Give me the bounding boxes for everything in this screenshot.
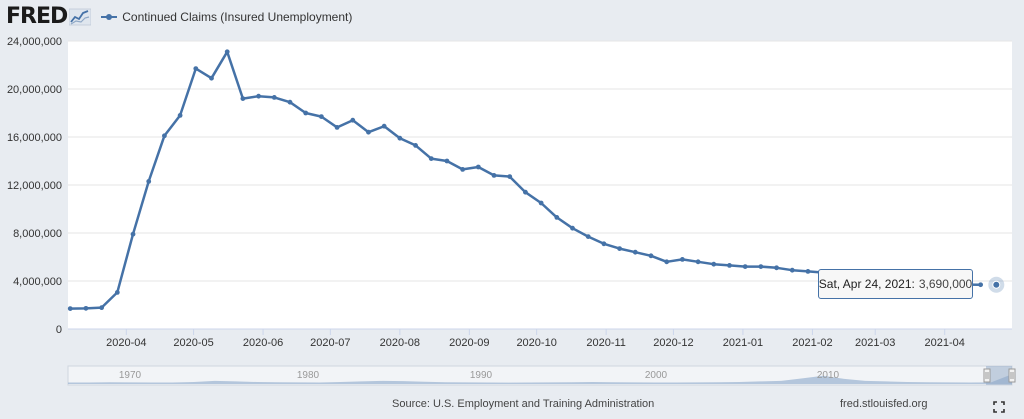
data-point[interactable] <box>648 253 654 259</box>
y-tick-label: 24,000,000 <box>7 36 62 48</box>
y-tick-label: 0 <box>56 324 62 336</box>
data-point[interactable] <box>209 75 214 81</box>
data-point[interactable] <box>287 99 293 105</box>
data-point[interactable] <box>632 249 638 255</box>
data-point[interactable] <box>664 259 670 265</box>
x-tick-label: 2021-03 <box>855 337 895 349</box>
data-point[interactable] <box>679 257 685 262</box>
data-point[interactable] <box>397 135 403 141</box>
data-point[interactable] <box>146 179 152 184</box>
range-navigator[interactable]: 1970 1980 1990 2000 2010 <box>0 365 1024 387</box>
data-point[interactable] <box>193 66 199 71</box>
tooltip-value: 3,690,000 <box>918 277 973 291</box>
chart-header: FRED Continued Claims (Insured Unemploym… <box>6 4 352 30</box>
x-tick-label: 2020-04 <box>106 337 146 349</box>
navigator-label: 2000 <box>645 370 668 381</box>
navigator-selection[interactable] <box>986 366 1012 385</box>
legend[interactable]: Continued Claims (Insured Unemployment) <box>101 10 352 24</box>
data-point[interactable] <box>758 264 764 269</box>
data-point[interactable] <box>711 261 717 267</box>
data-point[interactable] <box>114 290 120 295</box>
data-point[interactable] <box>507 174 513 180</box>
data-point[interactable] <box>444 158 450 164</box>
data-point[interactable] <box>523 189 528 195</box>
data-point[interactable] <box>413 143 418 148</box>
navigator-handle-left[interactable] <box>983 368 991 383</box>
data-point[interactable] <box>271 95 277 100</box>
data-point[interactable] <box>162 133 167 139</box>
x-tick-label: 2020-11 <box>586 337 626 349</box>
hover-marker <box>988 276 1005 293</box>
navigator-labels: 1970 1980 1990 2000 2010 <box>119 370 840 381</box>
x-tick-label: 2021-02 <box>792 337 832 349</box>
data-point[interactable] <box>460 167 466 172</box>
data-point[interactable] <box>695 259 701 265</box>
x-tick-label: 2020-07 <box>310 337 350 349</box>
y-tick-label: 16,000,000 <box>7 132 62 144</box>
x-tick-label: 2020-10 <box>516 337 556 349</box>
y-tick-label: 4,000,000 <box>13 276 62 288</box>
data-point[interactable] <box>554 215 560 220</box>
data-point[interactable] <box>350 117 356 123</box>
line-chart[interactable]: 0 4,000,000 8,000,000 12,000,000 16,000,000 2… <box>0 30 1024 362</box>
x-tick-label: 2021-01 <box>723 337 763 349</box>
navigator-label: 1990 <box>470 370 493 381</box>
fred-logo[interactable]: FRED <box>6 3 68 29</box>
tooltip-date: Sat, Apr 24, 2021: <box>818 277 915 291</box>
navigator-label: 2010 <box>817 370 840 381</box>
data-point[interactable] <box>381 123 387 129</box>
y-tick-label: 20,000,000 <box>7 84 62 96</box>
data-point[interactable] <box>318 114 324 119</box>
data-point[interactable] <box>224 49 230 55</box>
data-point[interactable] <box>130 231 136 237</box>
data-point[interactable] <box>67 306 73 311</box>
y-axis: 0 4,000,000 8,000,000 12,000,000 16,000,000 2… <box>7 36 62 336</box>
x-axis: 2020-04 2020-05 2020-06 2020-07 2020-08 2020-… <box>68 328 1012 349</box>
x-tick-label: 2020-12 <box>653 337 693 349</box>
data-point[interactable] <box>742 264 748 269</box>
data-point[interactable] <box>978 282 984 288</box>
data-point[interactable] <box>366 129 371 135</box>
data-point[interactable] <box>601 241 607 247</box>
data-point[interactable] <box>570 225 575 231</box>
navigator-label: 1980 <box>297 370 320 381</box>
data-point[interactable] <box>303 110 309 116</box>
fred-logo-chart-icon <box>69 8 92 26</box>
data-point[interactable] <box>727 263 732 268</box>
data-point[interactable] <box>538 200 544 206</box>
navigator-label: 1970 <box>119 370 142 381</box>
source-note: Source: U.S. Employment and Training Adm… <box>392 398 655 410</box>
grid-lines <box>68 40 1012 330</box>
data-point[interactable] <box>334 125 340 130</box>
x-tick-label: 2020-09 <box>449 337 489 349</box>
data-point[interactable] <box>617 246 623 252</box>
data-point[interactable] <box>428 156 434 161</box>
x-tick-label: 2020-08 <box>380 337 420 349</box>
y-tick-label: 8,000,000 <box>13 228 62 240</box>
data-point[interactable] <box>83 305 89 311</box>
legend-series-marker-icon <box>101 14 118 20</box>
hover-point <box>992 280 1001 289</box>
data-point[interactable] <box>256 93 261 99</box>
data-point[interactable] <box>240 96 246 101</box>
data-point[interactable] <box>789 267 795 273</box>
y-tick-label: 12,000,000 <box>7 180 62 192</box>
x-tick-label: 2021-04 <box>925 337 965 349</box>
data-point[interactable] <box>99 305 105 311</box>
navigator-area <box>68 374 1012 384</box>
data-point[interactable] <box>491 173 497 178</box>
data-point[interactable] <box>774 265 779 271</box>
data-point[interactable] <box>585 234 591 240</box>
x-tick-label: 2020-06 <box>243 337 283 349</box>
legend-label: Continued Claims (Insured Unemployment) <box>122 10 353 24</box>
fullscreen-icon[interactable] <box>993 401 1005 413</box>
site-link[interactable]: fred.stlouisfed.org <box>840 398 928 410</box>
navigator-handle-right[interactable] <box>1008 368 1016 383</box>
x-tick-label: 2020-05 <box>173 337 213 349</box>
data-point[interactable] <box>177 113 183 118</box>
data-point[interactable] <box>475 164 481 170</box>
tooltip: Sat, Apr 24, 2021: 3,690,000 <box>818 269 973 299</box>
data-point[interactable] <box>805 269 811 274</box>
